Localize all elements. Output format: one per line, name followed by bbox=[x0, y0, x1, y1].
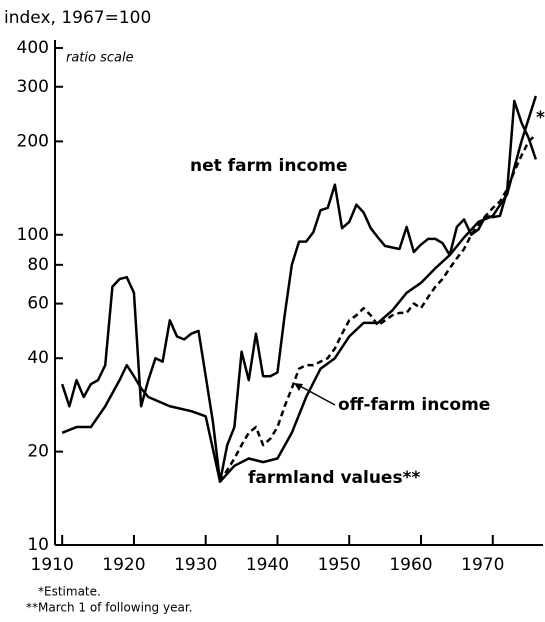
y-tick-label: 80 bbox=[27, 255, 49, 275]
y-tick-label: 60 bbox=[27, 294, 49, 314]
series-label: off-farm income bbox=[338, 395, 490, 415]
footnote: *Estimate. bbox=[38, 585, 101, 599]
chart-title: index, 1967=100 bbox=[4, 8, 151, 28]
x-tick-label: 1910 bbox=[31, 555, 74, 575]
annotation: * bbox=[536, 108, 545, 128]
x-tick-label: 1950 bbox=[318, 555, 361, 575]
y-tick-label: 20 bbox=[27, 442, 49, 462]
data-line bbox=[218, 133, 537, 483]
x-tick-label: 1920 bbox=[102, 555, 145, 575]
arrowhead bbox=[294, 383, 303, 391]
x-tick-label: 1930 bbox=[174, 555, 217, 575]
y-tick-label: 200 bbox=[17, 131, 49, 151]
x-tick-label: 1970 bbox=[461, 555, 504, 575]
y-tick-label: 300 bbox=[17, 77, 49, 97]
series-label: farmland values** bbox=[248, 468, 420, 488]
footnote: **March 1 of following year. bbox=[26, 601, 192, 615]
y-tick-label: 400 bbox=[17, 38, 49, 58]
pointer bbox=[297, 384, 336, 406]
data-line bbox=[61, 95, 538, 483]
y-tick-label: 40 bbox=[27, 348, 49, 368]
x-tick-label: 1940 bbox=[246, 555, 289, 575]
y-tick-label: 100 bbox=[17, 225, 49, 245]
data-line bbox=[60, 99, 538, 483]
x-tick-label: 1960 bbox=[389, 555, 432, 575]
subtitle: ratio scale bbox=[66, 51, 134, 66]
y-tick-label: 10 bbox=[27, 535, 49, 555]
series-label: net farm income bbox=[190, 156, 348, 176]
